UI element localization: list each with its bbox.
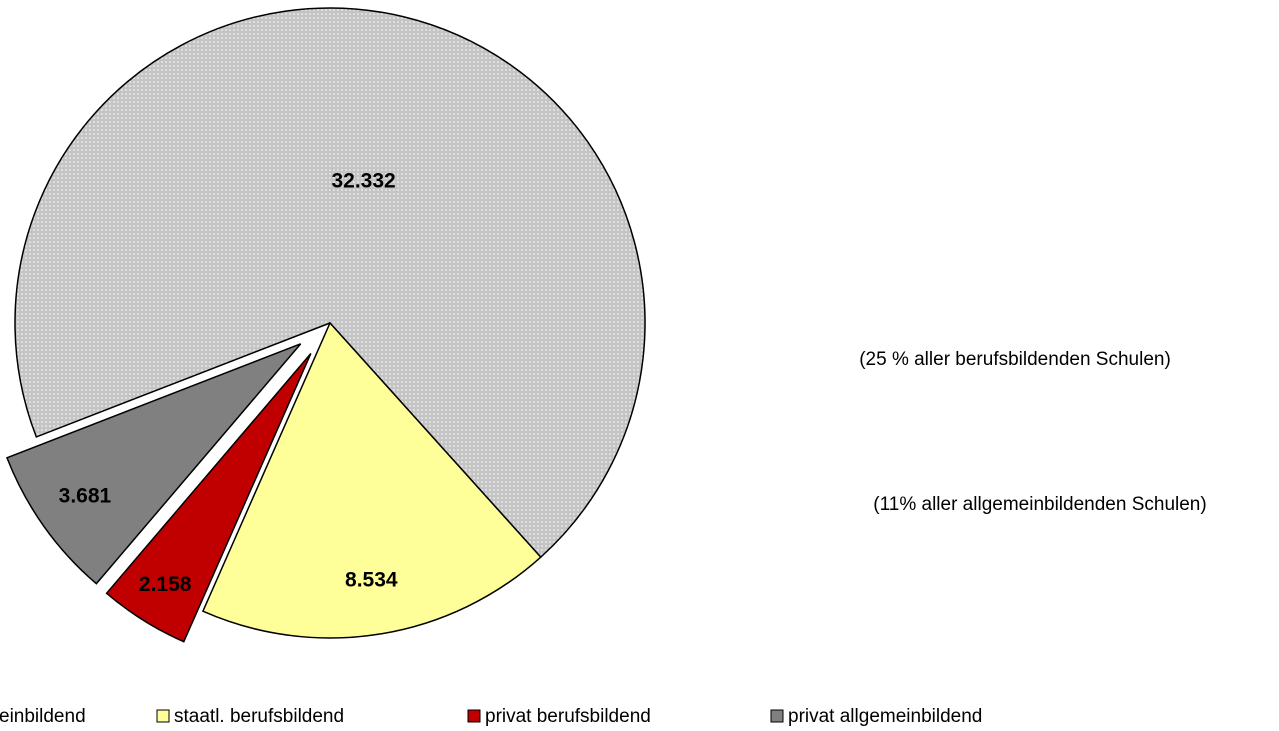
data-label: 8.534 [345, 569, 398, 592]
legend-label: privat berufsbildend [485, 706, 651, 727]
pie-slice [5, 343, 302, 585]
data-label: 32.332 [331, 170, 395, 193]
legend-swatch [770, 709, 784, 723]
pie-slice [201, 321, 542, 639]
data-label: 2.158 [139, 573, 192, 596]
legend-swatch [156, 709, 170, 723]
legend-swatch [467, 709, 481, 723]
annotation: (25 % aller berufsbildenden Schulen) [859, 349, 1171, 370]
legend-label: privat allgemeinbildend [788, 706, 982, 727]
legend-label: einbildend [0, 706, 86, 727]
data-label: 3.681 [59, 485, 112, 508]
annotation: (11% aller allgemeinbildenden Schulen) [873, 494, 1206, 515]
pie-slice [105, 353, 312, 643]
legend-label: staatl. berufsbildend [174, 706, 344, 727]
pie-slice [14, 7, 646, 559]
